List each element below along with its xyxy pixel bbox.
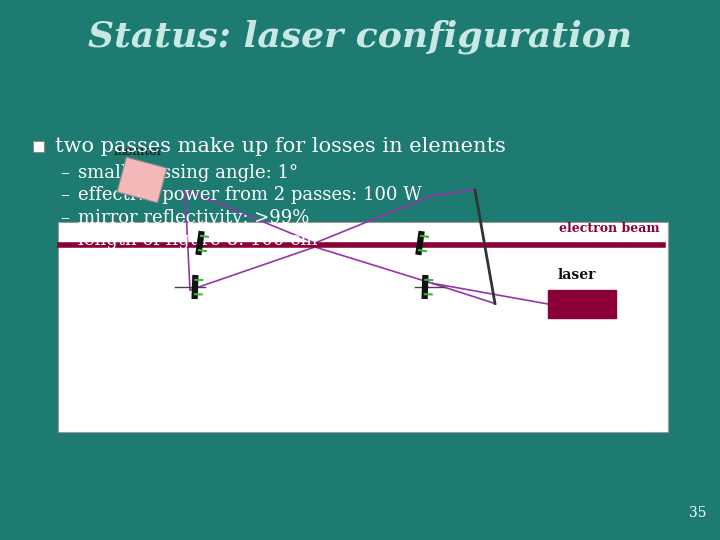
Text: length of figure-8: 100 cm: length of figure-8: 100 cm	[78, 231, 318, 249]
Text: –: –	[60, 231, 69, 249]
Text: laser: laser	[558, 268, 596, 282]
Text: electron beam: electron beam	[559, 222, 660, 235]
Text: effective power from 2 passes: 100 W: effective power from 2 passes: 100 W	[78, 186, 422, 204]
Text: –: –	[60, 164, 69, 182]
Bar	[33, 141, 44, 152]
Bar	[548, 290, 616, 318]
Text: two passes make up for losses in elements: two passes make up for losses in element…	[55, 138, 506, 157]
Text: 35: 35	[688, 506, 706, 520]
Polygon shape	[117, 157, 167, 203]
Bar	[58, 222, 668, 432]
Text: small crossing angle: 1°: small crossing angle: 1°	[78, 164, 298, 182]
Text: Status: laser configuration: Status: laser configuration	[88, 20, 632, 54]
Text: –: –	[60, 209, 69, 227]
Text: monitor: monitor	[114, 145, 163, 158]
Text: mirror reflectivity: >99%: mirror reflectivity: >99%	[78, 209, 310, 227]
Text: –: –	[60, 186, 69, 204]
